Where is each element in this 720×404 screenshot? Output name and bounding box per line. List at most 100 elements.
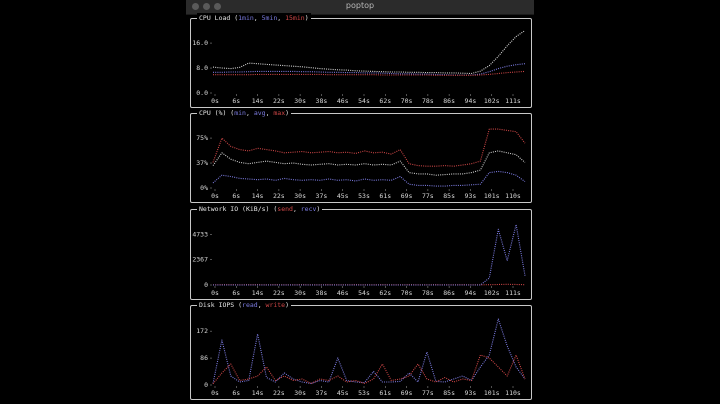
- x-tick-label: 101s: [484, 192, 500, 200]
- x-tick-label: 45s: [337, 192, 349, 200]
- x-tick-label: 61s: [379, 192, 391, 200]
- series-line-min: [212, 170, 526, 187]
- x-tick-label: 53s: [358, 192, 370, 200]
- series-line-recv: [213, 224, 526, 286]
- x-tick-label: 14s: [252, 389, 264, 397]
- x-tick-label: 110s: [505, 389, 521, 397]
- x-tick-label: 62s: [379, 97, 391, 105]
- y-tick-label: 75%: [196, 134, 208, 142]
- zoom-window-button[interactable]: [214, 3, 221, 10]
- legend-1min: 1min: [238, 14, 254, 22]
- series-line-5min: [213, 63, 526, 76]
- y-tick-label: 4733: [192, 230, 208, 238]
- x-tick-label: 14s: [252, 289, 264, 297]
- series-line-read: [212, 318, 526, 385]
- y-tick-label: 8.0: [196, 64, 208, 72]
- network-io-title: Network IO (KiB/s) (send, recv): [197, 204, 323, 214]
- window-title: poptop: [345, 1, 375, 10]
- x-tick-label: 93s: [465, 389, 477, 397]
- network-io-panel: Network IO (KiB/s) (send, recv) 4733 2367…: [190, 204, 532, 300]
- x-tick-label: 14s: [252, 97, 264, 105]
- legend-max: max: [273, 109, 286, 117]
- disk-iops-title: Disk IOPS (read, write): [197, 300, 292, 310]
- x-tick-label: 94s: [465, 97, 477, 105]
- x-tick-label: 85s: [443, 389, 455, 397]
- x-tick-label: 111s: [505, 289, 521, 297]
- x-tick-label: 101s: [484, 389, 500, 397]
- x-tick-label: 22s: [273, 389, 285, 397]
- y-tick-label: 16.0: [192, 39, 208, 47]
- x-tick-label: 38s: [316, 97, 328, 105]
- terminal-window: poptop CPU Load (1min, 5min, 15min) 16.0…: [186, 0, 534, 404]
- x-tick-label: 37s: [316, 192, 328, 200]
- x-tick-label: 62s: [379, 289, 391, 297]
- x-tick-label: 6s: [232, 289, 240, 297]
- disk-iops-chart: 172 86 00s 6s 14s 22s 30s 37s 45s 53s 61s 69s 77s 85s…: [196, 318, 526, 397]
- x-tick-label: 93s: [465, 192, 477, 200]
- x-tick-label: 110s: [505, 192, 521, 200]
- x-tick-label: 102s: [484, 97, 500, 105]
- x-tick-label: 86s: [443, 97, 455, 105]
- disk-iops-panel: Disk IOPS (read, write) 172 86 0 0s 6s 14s 22s…: [190, 300, 532, 400]
- x-tick-label: 69s: [401, 192, 413, 200]
- x-tick-label: 30s: [294, 192, 306, 200]
- series-line-avg: [212, 150, 526, 176]
- legend-15min: 15min: [285, 14, 305, 22]
- legend-5min: 5min: [261, 14, 278, 22]
- minimize-window-button[interactable]: [203, 3, 210, 10]
- legend-read: read: [242, 301, 258, 309]
- x-tick-label: 22s: [273, 97, 285, 105]
- x-tick-label: 0s: [211, 289, 219, 297]
- x-tick-label: 46s: [337, 97, 349, 105]
- x-tick-label: 54s: [358, 97, 370, 105]
- cpu-load-panel: CPU Load (1min, 5min, 15min) 16.0 8.0 0.0 0…: [190, 13, 532, 108]
- cpu-percent-chart: 75% 37% 0%0s 6s 14s 22s 30s 37s 45s 53s 61s 69s 77s 8…: [196, 128, 526, 200]
- x-tick-label: 77s: [422, 192, 434, 200]
- close-window-button[interactable]: [192, 3, 199, 10]
- x-tick-label: 77s: [422, 389, 434, 397]
- x-tick-label: 94s: [465, 289, 477, 297]
- series-line-max: [212, 128, 526, 167]
- x-tick-label: 22s: [273, 192, 285, 200]
- x-tick-label: 38s: [316, 289, 328, 297]
- x-tick-label: 86s: [443, 289, 455, 297]
- series-line-15min: [213, 70, 526, 76]
- x-tick-label: 22s: [273, 289, 285, 297]
- x-tick-label: 85s: [443, 192, 455, 200]
- y-tick-label: 0%: [200, 184, 208, 192]
- x-tick-label: 54s: [358, 289, 370, 297]
- legend-avg: avg: [253, 109, 266, 117]
- legend-write: write: [265, 301, 286, 309]
- x-tick-label: 0s: [211, 192, 219, 200]
- x-tick-label: 6s: [232, 389, 240, 397]
- x-tick-label: 30s: [294, 289, 306, 297]
- y-tick-label: 0: [204, 281, 208, 289]
- legend-send: send: [277, 205, 293, 213]
- x-tick-label: 102s: [484, 289, 500, 297]
- x-tick-label: 70s: [401, 289, 413, 297]
- y-tick-label: 37%: [196, 159, 208, 167]
- window-titlebar: poptop: [186, 0, 534, 15]
- x-tick-label: 78s: [422, 289, 434, 297]
- x-tick-label: 45s: [337, 389, 349, 397]
- x-tick-label: 6s: [232, 97, 240, 105]
- x-tick-label: 70s: [401, 97, 413, 105]
- cpu-load-chart: 16.0 8.0 0.00s 6s 14s 22s 30s 38s 46s 54s 62s 70s 78…: [192, 30, 526, 105]
- y-tick-label: 0: [204, 381, 208, 389]
- x-tick-label: 111s: [505, 97, 521, 105]
- cpu-load-title: CPU Load (1min, 5min, 15min): [197, 13, 311, 23]
- y-tick-label: 2367: [192, 256, 208, 264]
- x-tick-label: 53s: [358, 389, 370, 397]
- x-tick-label: 6s: [232, 192, 240, 200]
- cpu-percent-title: CPU (%) (min, avg, max): [197, 108, 292, 118]
- legend-recv: recv: [300, 205, 317, 213]
- series-line-1min: [212, 30, 526, 75]
- x-tick-label: 46s: [337, 289, 349, 297]
- y-tick-label: 0.0: [196, 89, 208, 97]
- network-io-chart: 4733 2367 00s 6s 14s 22s 30s 38s 46s 54s 62s 70s 78s…: [192, 224, 526, 297]
- x-tick-label: 37s: [316, 389, 328, 397]
- x-tick-label: 0s: [211, 389, 219, 397]
- x-tick-label: 78s: [422, 97, 434, 105]
- legend-min: min: [234, 109, 246, 117]
- x-tick-label: 30s: [294, 97, 306, 105]
